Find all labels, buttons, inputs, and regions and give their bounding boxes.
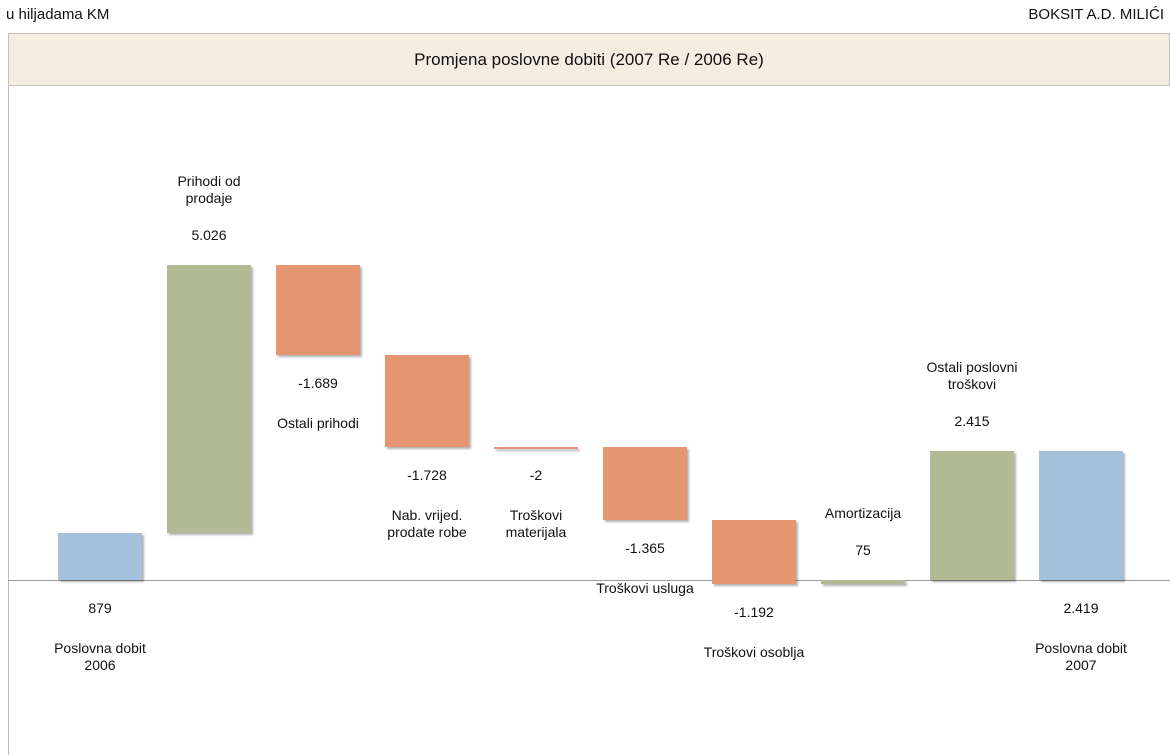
value-label: 75 xyxy=(855,541,871,558)
bar xyxy=(712,520,796,584)
value-label: 2.415 xyxy=(954,412,990,429)
category-label: Poslovna dobit 2006 xyxy=(54,640,146,673)
value-label: -1.689 xyxy=(298,375,338,392)
category-label: Poslovna dobit 2007 xyxy=(1035,640,1127,673)
bar xyxy=(821,579,905,584)
bar xyxy=(1039,450,1123,580)
category-label: Prihodi od prodaje xyxy=(177,173,241,206)
value-label: -1.365 xyxy=(625,540,665,557)
value-label: -1.728 xyxy=(407,467,447,484)
value-label: 2.419 xyxy=(1063,600,1099,616)
category-label: Troškovi usluga xyxy=(596,580,694,597)
bar xyxy=(167,265,251,534)
chart-title: Promjena poslovne dobiti (2007 Re / 2006… xyxy=(8,33,1170,86)
company: BOKSIT A.D. MILIĆI xyxy=(1028,6,1164,23)
value-label: -1.192 xyxy=(734,603,774,620)
bar xyxy=(276,265,360,356)
zero-line xyxy=(8,580,1170,581)
bar xyxy=(930,450,1014,580)
value-label: -2 xyxy=(529,467,543,484)
bar xyxy=(58,533,142,580)
category-label: Amortizacija xyxy=(824,504,902,521)
unit-note: u hiljadama KM xyxy=(6,6,110,23)
category-label: Ostali poslovni troškovi xyxy=(926,358,1018,392)
value-label: 879 xyxy=(88,600,112,616)
category-label: Troškovi osoblja xyxy=(703,643,805,660)
bar xyxy=(603,447,687,521)
bar xyxy=(385,355,469,448)
bar xyxy=(494,447,578,450)
value-label: 5.026 xyxy=(191,227,227,243)
category-label: Troškovi materijala xyxy=(505,507,567,541)
category-label: Nab. vrijed. prodate robe xyxy=(387,507,467,541)
category-label: Ostali prihodi xyxy=(277,415,359,432)
